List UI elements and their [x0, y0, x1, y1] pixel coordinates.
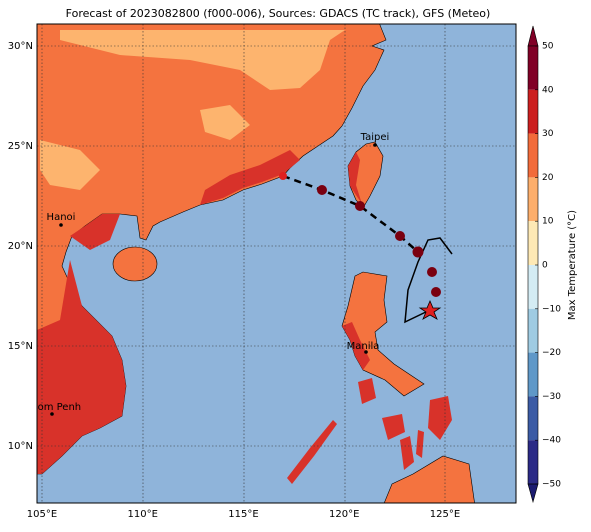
colorbar-band [528, 265, 538, 309]
highland [60, 30, 345, 90]
colorbar-tick-label: −30 [542, 392, 561, 402]
colorbar-band [528, 396, 538, 441]
colorbar-band [528, 352, 538, 397]
city-label: Manila [347, 341, 380, 352]
highland [40, 140, 100, 190]
lowland [70, 214, 120, 250]
longitude-label: 115°E [228, 509, 258, 520]
colorbar-extend [527, 25, 539, 47]
colorbar-extend [527, 483, 539, 504]
city-label: Taipei [360, 132, 390, 143]
colorbar-tick-label: −50 [542, 480, 561, 490]
colorbar-tick-label: 0 [542, 261, 548, 271]
colorbar-tick-label: −40 [542, 436, 561, 446]
samar [428, 396, 452, 440]
longitude-labels: 105°E 110°E 115°E 120°E 125°E [27, 509, 460, 520]
highland [200, 105, 250, 140]
map: Taipei Hanoi Manila Phnom Penh [19, 24, 516, 503]
mindoro [358, 378, 376, 404]
graticule [37, 24, 516, 503]
longitude-label: 110°E [128, 509, 158, 520]
colorbar-tick-label: −10 [542, 304, 561, 314]
longitude-label: 105°E [27, 509, 57, 520]
colorbar-tick-label: 10 [542, 217, 554, 227]
latitude-label: 15°N [8, 341, 33, 352]
colorbar-label: Max Temperature (°C) [567, 210, 578, 320]
lowland [200, 150, 300, 205]
lowland [37, 260, 126, 474]
colorbar-band [528, 46, 538, 90]
city-label: Phnom Penh [19, 402, 81, 413]
colorbar-tick-label: −20 [542, 348, 561, 358]
colorbar-tick-label: 30 [542, 129, 554, 139]
city-label: Hanoi [47, 212, 76, 223]
colorbar-tick-label: 20 [542, 173, 554, 183]
latitude-labels: 30°N 25°N 20°N 15°N 10°N [8, 41, 33, 452]
longitude-label: 125°E [430, 509, 460, 520]
colorbar: 50 40 30 20 10 0 −10 −20 −30 −40 −50 [527, 25, 561, 504]
colorbar-band [528, 89, 538, 134]
cities [50, 143, 377, 416]
latitude-label: 30°N [8, 41, 33, 52]
colorbar-band [528, 133, 538, 178]
cebu [416, 430, 424, 458]
map-title: Forecast of 2023082800 (f000-006), Sourc… [66, 7, 491, 20]
mindanao [383, 455, 475, 503]
colorbar-band [528, 308, 538, 353]
lowland [348, 152, 362, 204]
latitude-label: 10°N [8, 441, 33, 452]
tc-track [279, 172, 453, 324]
map-frame [36, 23, 517, 504]
colorbar-band [528, 440, 538, 484]
colorbar-tick-label: 50 [542, 42, 554, 52]
colorbar-band [528, 177, 538, 222]
panay [382, 414, 405, 440]
hainan [112, 246, 158, 282]
colorbar-band [528, 221, 538, 265]
palawan [287, 420, 337, 484]
longitude-label: 120°E [329, 509, 359, 520]
colorbar-tick-label: 40 [542, 85, 554, 95]
latitude-label: 20°N [8, 241, 33, 252]
negros [400, 436, 414, 470]
latitude-label: 25°N [8, 141, 33, 152]
